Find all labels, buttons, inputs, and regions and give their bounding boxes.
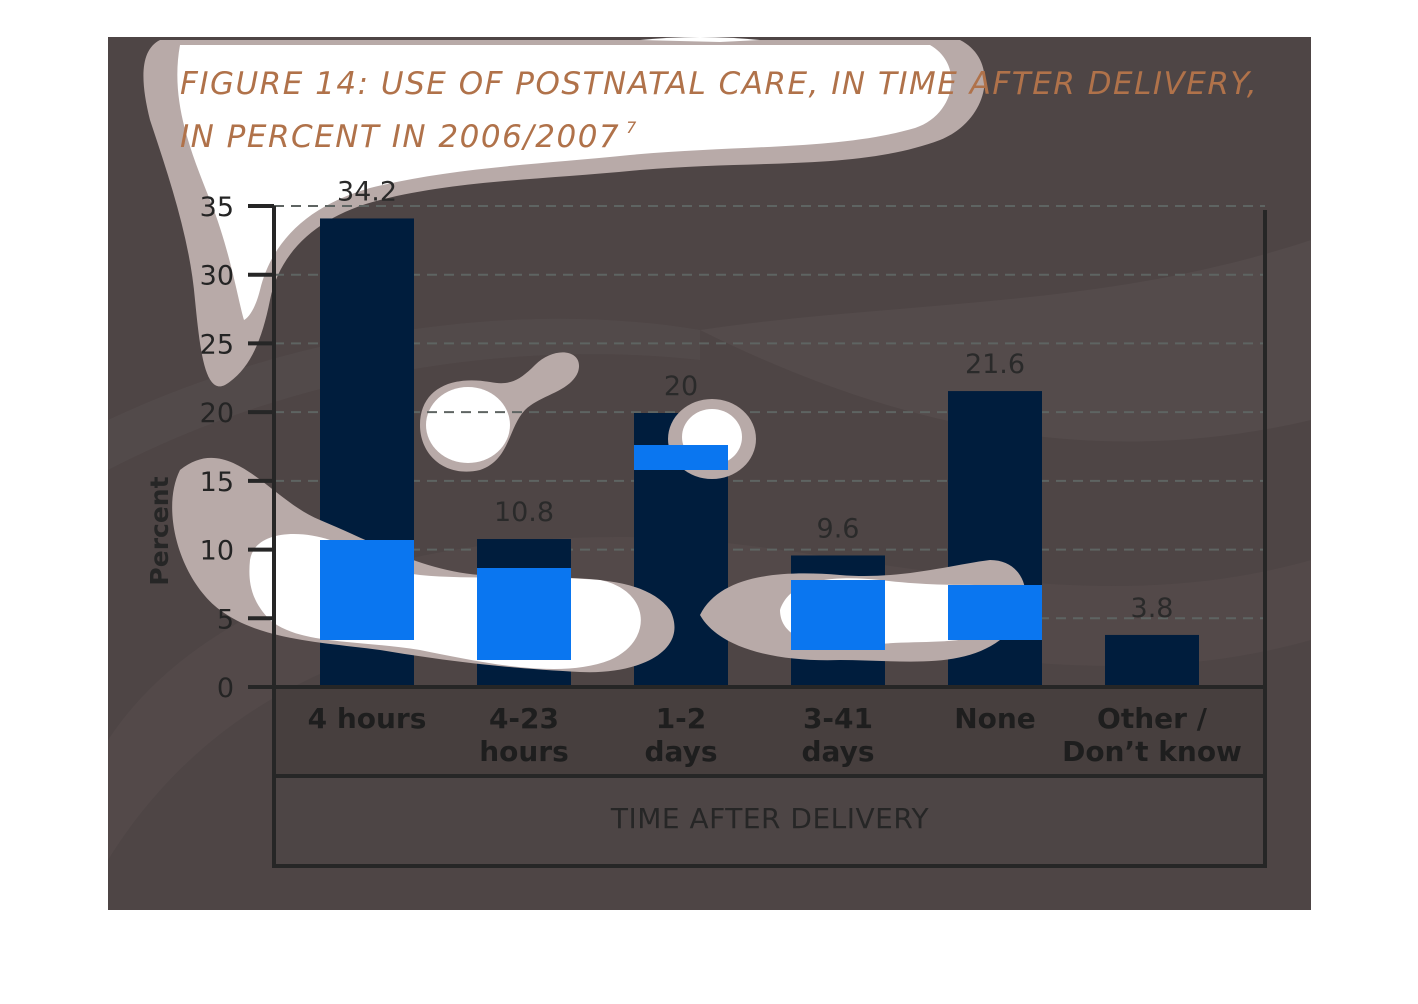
chart-title-text-2: IN PERCENT IN 2006/2007 xyxy=(180,119,621,155)
y-tick-label: 10 xyxy=(200,536,234,567)
category-label: Don’t know xyxy=(1062,735,1242,768)
bar-value-label: 9.6 xyxy=(817,513,860,544)
bar-highlight xyxy=(634,445,728,470)
y-tick-label: 30 xyxy=(200,261,234,292)
bar-highlight xyxy=(791,580,885,650)
category-label: 1-2 xyxy=(656,702,707,735)
y-tick-label: 25 xyxy=(200,329,234,360)
y-tick-label: 15 xyxy=(200,467,234,498)
y-tick-label: 20 xyxy=(200,398,234,429)
y-tick-label: 5 xyxy=(217,604,234,635)
bar-value-label: 10.8 xyxy=(494,497,554,528)
x-axis-title-box xyxy=(272,774,1267,868)
bar-highlights xyxy=(320,445,1042,660)
chart-title-line-1: FIGURE 14: USE OF POSTNATAL CARE, IN TIM… xyxy=(180,66,1258,102)
value-labels: 34.2 10.8 20 9.6 21.6 3.8 xyxy=(337,176,1174,623)
category-label: hours xyxy=(479,735,569,768)
bar-value-label: 21.6 xyxy=(965,349,1025,380)
chart-title-text-1: FIGURE 14: USE OF POSTNATAL CARE, IN TIM… xyxy=(180,66,1259,102)
bar-value-label: 3.8 xyxy=(1131,593,1174,624)
category-label: None xyxy=(954,702,1036,735)
category-label: days xyxy=(802,735,875,768)
y-tick-label: 0 xyxy=(217,673,234,704)
y-tick-label: 35 xyxy=(200,192,234,223)
chart-title-line-2: IN PERCENT IN 2006/2007 7 xyxy=(180,118,638,155)
bar-highlight xyxy=(477,568,571,660)
bar-highlight xyxy=(948,585,1042,640)
bar-value-label: 20 xyxy=(664,371,698,402)
category-label: Other / xyxy=(1097,702,1208,735)
category-label: days xyxy=(645,735,718,768)
bar-highlight xyxy=(320,540,414,640)
category-label: 4 hours xyxy=(308,702,427,735)
y-axis-title: Percent xyxy=(145,476,174,585)
category-label: 4-23 xyxy=(489,702,559,735)
category-band xyxy=(272,685,1267,778)
bar-value-label: 34.2 xyxy=(337,176,397,207)
x-axis-title: TIME AFTER DELIVERY xyxy=(610,802,930,835)
gridlines xyxy=(274,205,1265,620)
category-label: 3-41 xyxy=(803,702,873,735)
smudge-top-left xyxy=(143,37,985,387)
footnote-marker: 7 xyxy=(626,118,638,137)
bar xyxy=(1105,634,1199,687)
